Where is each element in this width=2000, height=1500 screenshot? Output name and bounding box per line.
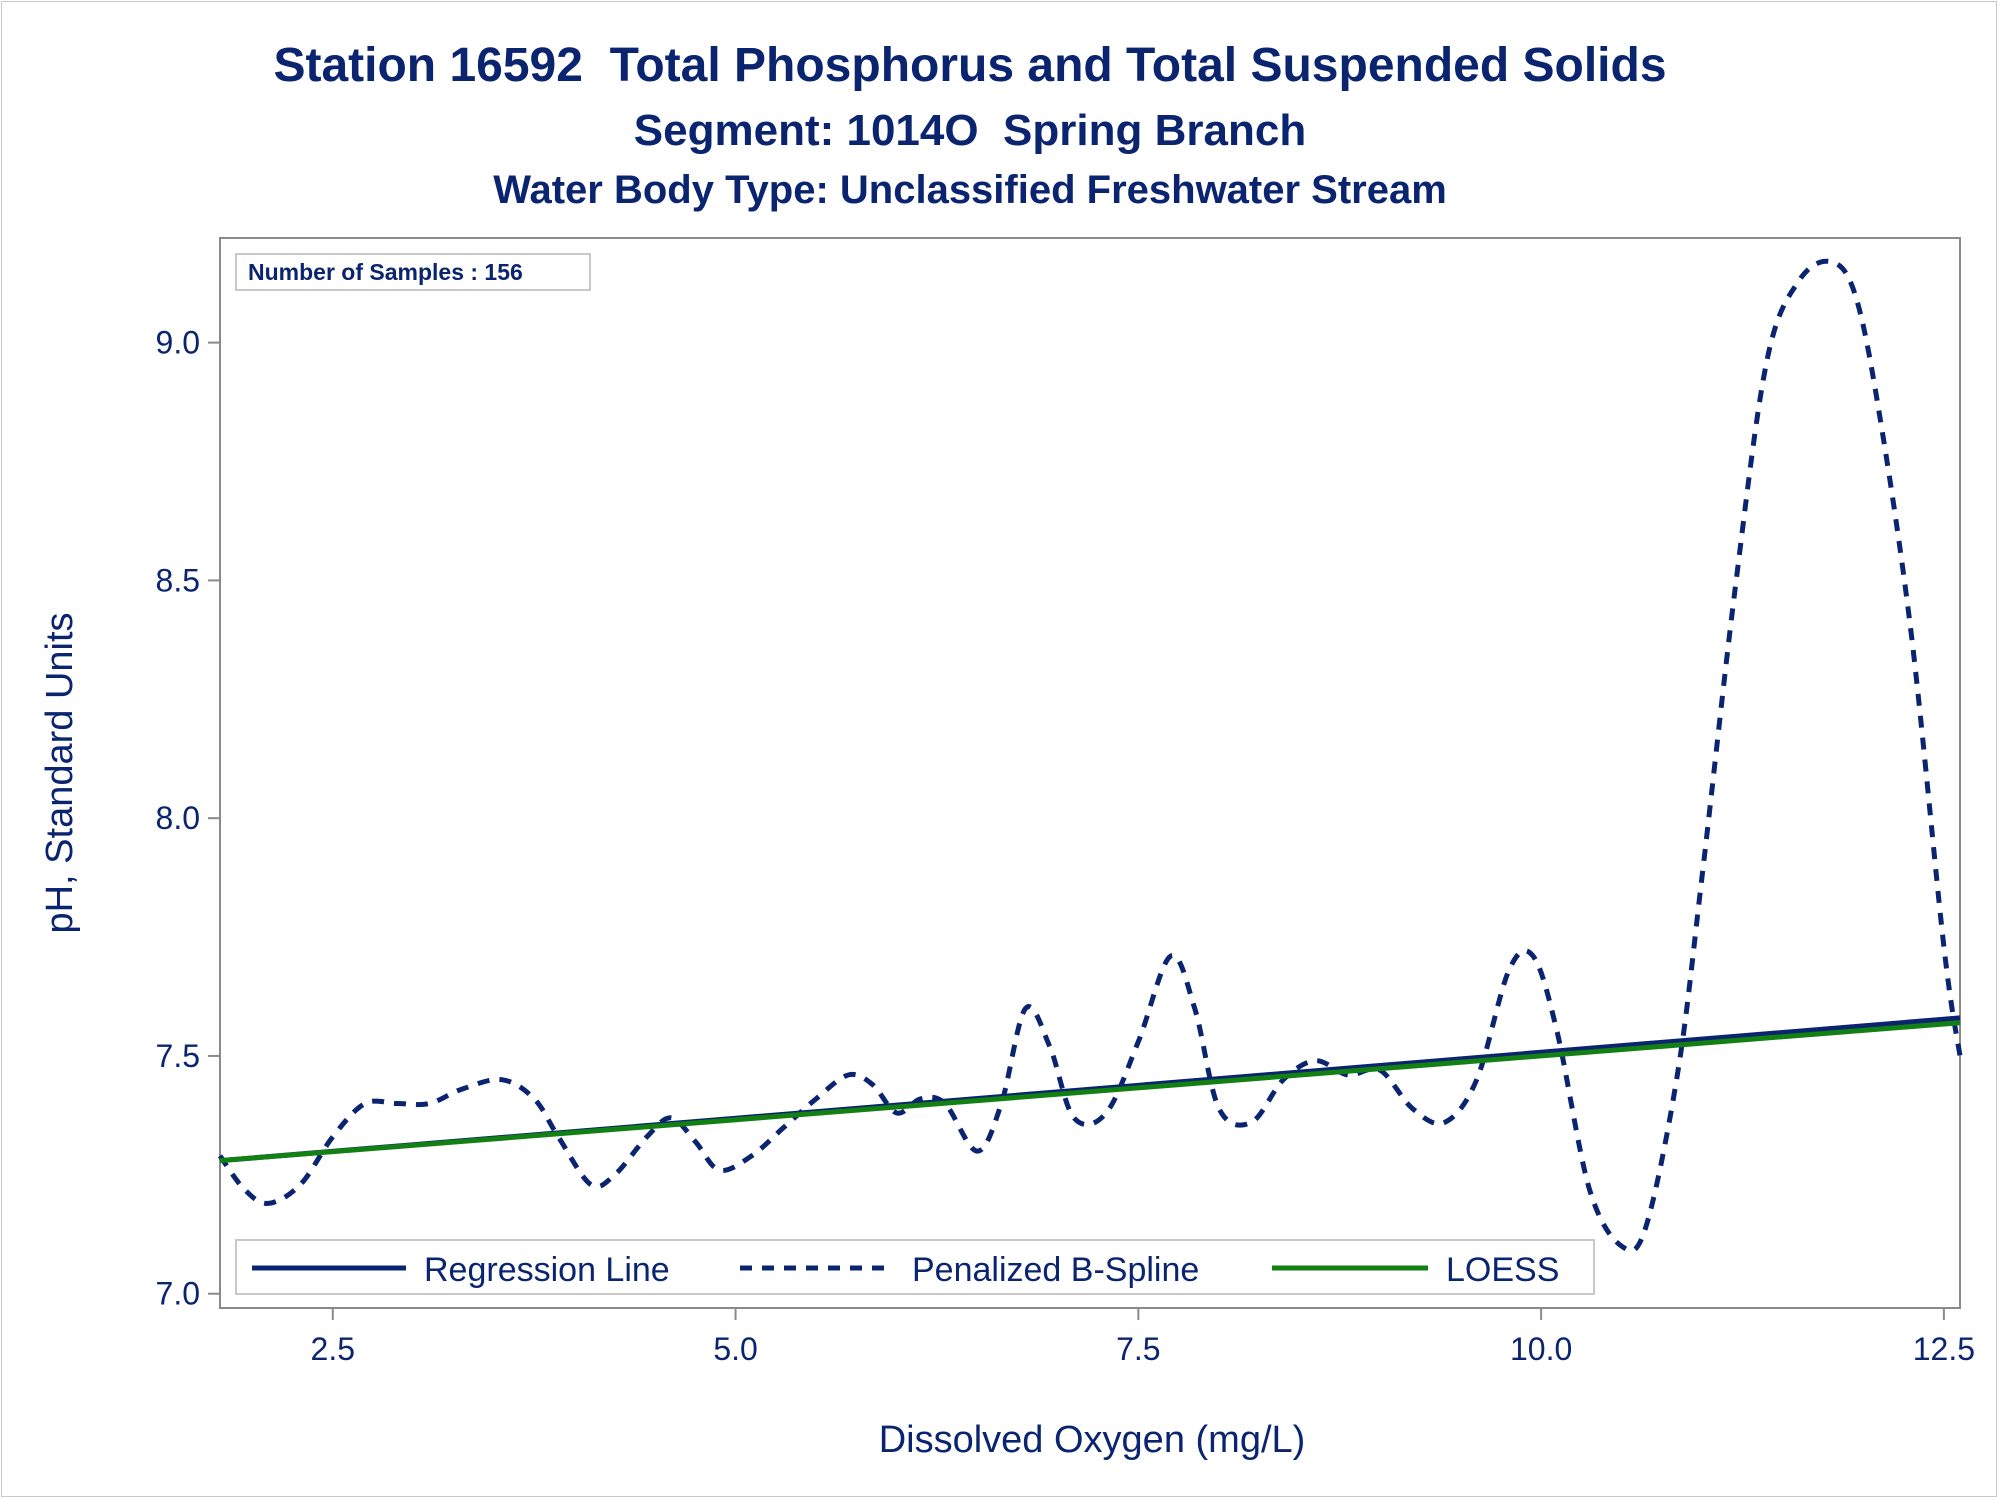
x-tick-label: 2.5 bbox=[311, 1331, 355, 1367]
x-tick-label: 12.5 bbox=[1913, 1331, 1975, 1367]
plot-area bbox=[219, 237, 1961, 1309]
y-tick-label: 7.5 bbox=[156, 1038, 200, 1074]
x-tick-label: 10.0 bbox=[1510, 1331, 1572, 1367]
loess-line bbox=[219, 1020, 1961, 1164]
series-layer bbox=[217, 258, 1963, 1254]
chart-subtitle-segment: Segment: 1014O Spring Branch bbox=[633, 106, 1307, 155]
x-tick-label: 5.0 bbox=[713, 1331, 757, 1367]
legend-label-loess: LOESS bbox=[1446, 1251, 1559, 1289]
legend-label-spline: Penalized B-Spline bbox=[912, 1251, 1199, 1289]
x-tick-label: 7.5 bbox=[1116, 1331, 1160, 1367]
y-tick-label: 8.0 bbox=[156, 800, 200, 836]
y-tick-label: 7.0 bbox=[156, 1276, 200, 1312]
chart-title: Station 16592 Total Phosphorus and Total… bbox=[273, 39, 1667, 92]
sample-count-label: Number of Samples : 156 bbox=[248, 259, 523, 285]
y-axis-label: pH, Standard Units bbox=[39, 612, 81, 933]
sample-count-box: Number of Samples : 156 bbox=[235, 253, 591, 291]
penalized-b-spline-line bbox=[217, 258, 1963, 1254]
chart-subtitle-waterbody: Water Body Type: Unclassified Freshwater… bbox=[493, 168, 1447, 212]
x-axis: 2.5 5.0 7.5 10.0 12.5 bbox=[311, 1308, 1975, 1367]
y-tick-label: 9.0 bbox=[156, 325, 200, 361]
y-tick-label: 8.5 bbox=[156, 562, 200, 598]
y-axis: 7.0 7.5 8.0 8.5 9.0 bbox=[156, 325, 220, 1312]
sample-count-box-border bbox=[235, 253, 591, 291]
legend-label-regression: Regression Line bbox=[424, 1251, 670, 1289]
legend: Regression Line Penalized B-Spline LOESS bbox=[235, 1239, 1595, 1295]
x-axis-label: Dissolved Oxygen (mg/L) bbox=[879, 1419, 1306, 1461]
